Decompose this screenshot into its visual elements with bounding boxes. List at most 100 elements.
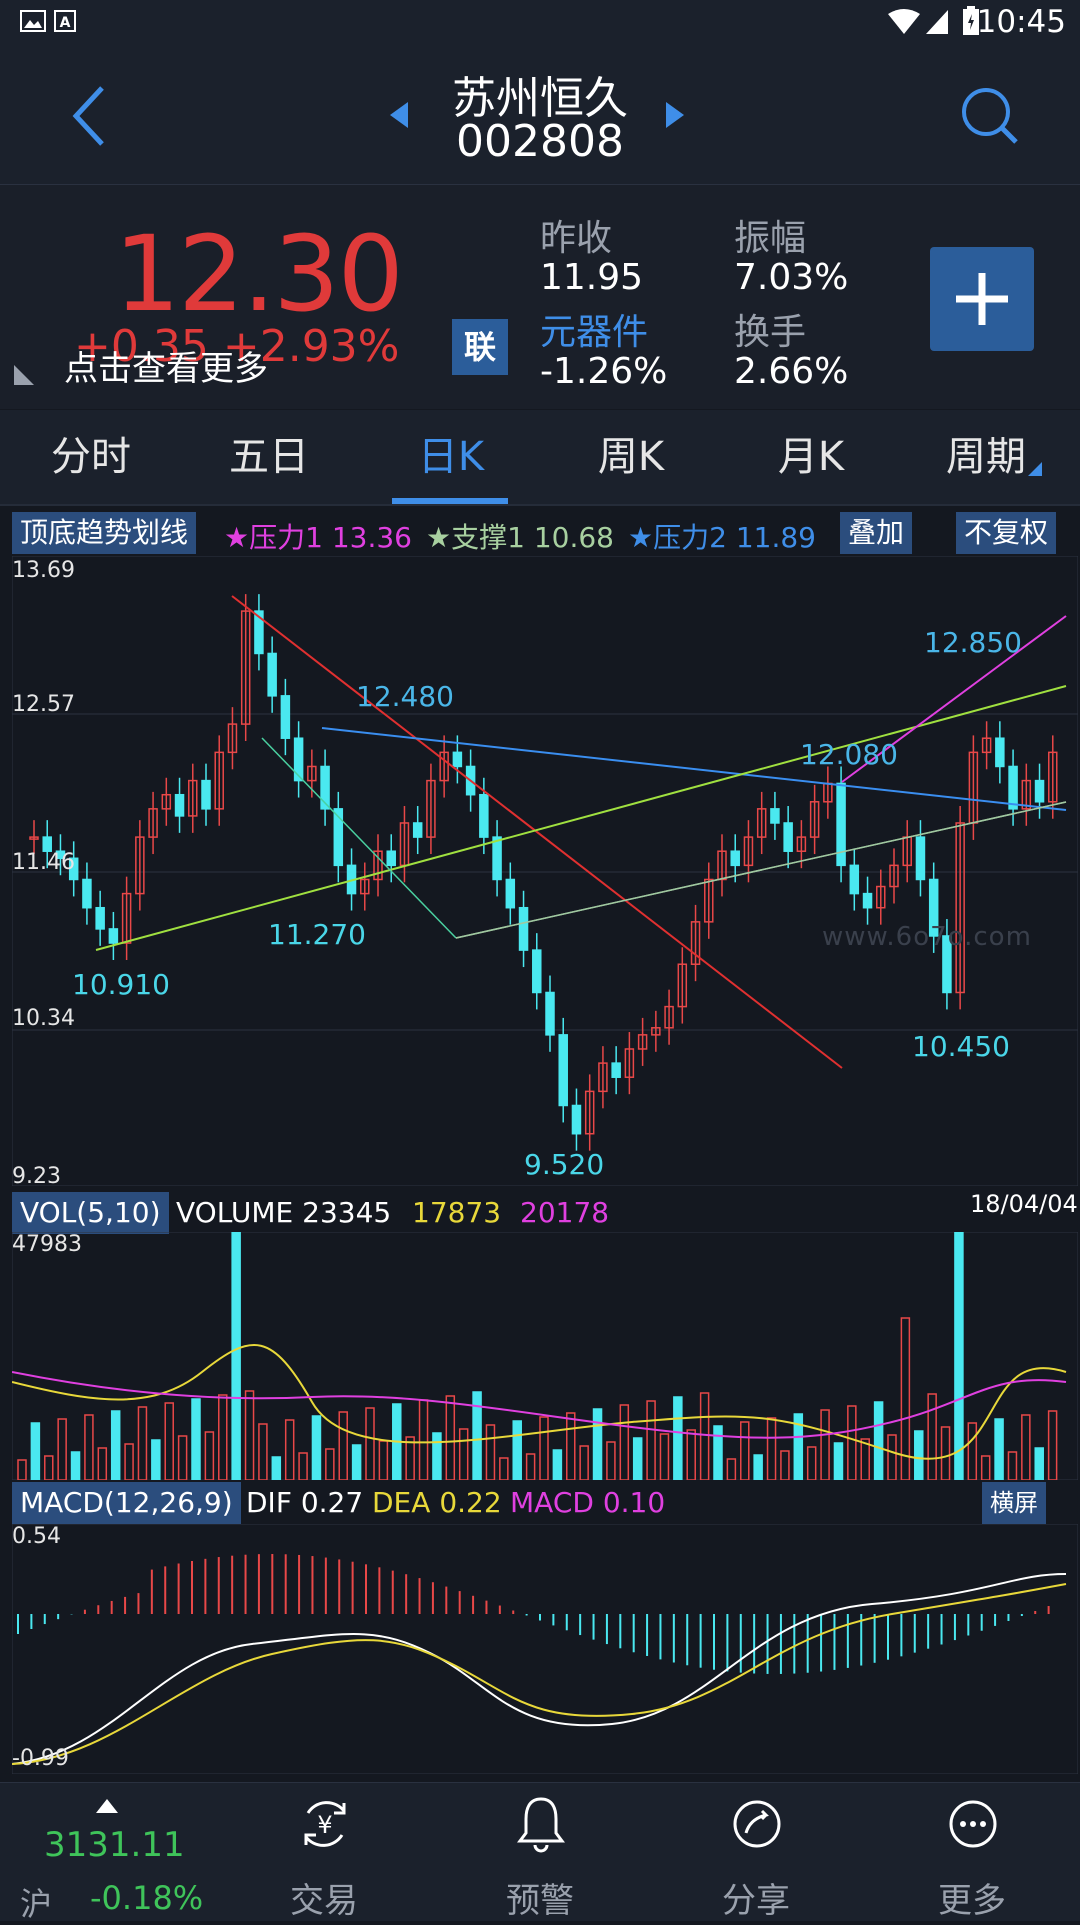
plus-icon [956, 273, 1008, 325]
candle-body [1048, 751, 1058, 803]
pressure2: ★压力2 11.89 [628, 516, 816, 556]
macd-dea-value: 0.22 [439, 1486, 502, 1519]
candle-body [730, 850, 740, 867]
up-triangle-icon [96, 1799, 118, 1813]
volume-value: 23345 [302, 1196, 392, 1229]
macd-indicator-button[interactable]: MACD(12,26,9) [12, 1482, 241, 1524]
macd-macd-label: MACD [510, 1486, 594, 1519]
candle-body [783, 822, 793, 852]
volume-chart[interactable]: 47983 [12, 1232, 1078, 1480]
y-tick-top: 13.69 [12, 558, 75, 583]
nav-trade[interactable]: ¥ 交易 [234, 1783, 414, 1921]
volume-bar [980, 1455, 991, 1480]
image-icon [20, 10, 46, 32]
volume-bar [218, 1394, 228, 1480]
candle-body [889, 864, 899, 888]
red-trend-line [231, 595, 843, 1069]
support1-label: ★支撑1 [426, 521, 525, 554]
volume-bar [686, 1429, 696, 1480]
volume-bar [552, 1449, 563, 1480]
annotation-12850: 12.850 [924, 626, 1022, 659]
macd-chart[interactable]: 0.54 -0.99 [12, 1524, 1078, 1774]
prev-close-label: 昨收 [540, 218, 613, 259]
annotation-12480: 12.480 [356, 680, 454, 713]
candle-body [1021, 779, 1032, 810]
volume-bar [405, 1436, 415, 1480]
volume-bar [994, 1418, 1004, 1480]
candle-body [280, 695, 291, 739]
more-hint[interactable]: 点击查看更多 [64, 349, 268, 389]
dropdown-triangle-icon [1028, 462, 1042, 476]
candle-body [68, 857, 79, 881]
candle-body [796, 836, 807, 852]
nav-more-label: 更多 [938, 1881, 1006, 1921]
volume-bar [432, 1432, 442, 1480]
candle-body [307, 765, 317, 782]
nav-alert[interactable]: 预警 [450, 1783, 630, 1921]
nav-more[interactable]: 更多 [882, 1783, 1062, 1921]
annotation-10910: 10.910 [72, 968, 170, 1001]
tab-five-day[interactable]: 五日 [229, 434, 309, 480]
candle-body [148, 808, 158, 838]
trend-lines [95, 595, 1067, 1069]
volume-bar [887, 1434, 897, 1480]
macd-dif: DIF 0.27 [246, 1486, 363, 1519]
svg-text:A: A [60, 15, 71, 31]
volume-bar [298, 1452, 308, 1480]
share-icon [733, 1800, 781, 1848]
candle-body [82, 878, 92, 909]
period-tabs: 分时 五日 日K 周K 月K 周期 [0, 410, 1080, 506]
candle-body [267, 652, 277, 697]
prev-stock-icon[interactable] [388, 100, 410, 130]
candle-body [942, 935, 952, 994]
volume-indicator-button[interactable]: VOL(5,10) [12, 1192, 169, 1234]
nav-share[interactable]: 分享 [666, 1783, 846, 1921]
candle-body [876, 885, 886, 909]
linked-button[interactable]: 联 [452, 319, 508, 375]
tab-daily-k[interactable]: 日K [417, 434, 485, 480]
candle-body [743, 836, 754, 867]
overlay-button[interactable]: 叠加 [840, 512, 913, 554]
index-ticker[interactable]: 3131.11 沪 -0.18% [0, 1783, 216, 1923]
y-tick-4: 10.34 [12, 1006, 75, 1031]
turnover-label: 换手 [734, 312, 807, 353]
volume-bar [204, 1431, 215, 1480]
candle-body [518, 906, 529, 951]
sector-label[interactable]: 元器件 [540, 312, 649, 353]
tab-monthly-k[interactable]: 月K [777, 434, 845, 480]
trend-line-tool-button[interactable]: 顶底趋势划线 [12, 512, 197, 554]
current-price: 12.30 [114, 213, 404, 335]
back-icon[interactable] [70, 84, 110, 148]
pressure1: ★压力1 13.36 [224, 516, 412, 556]
candlestick-chart[interactable]: 13.69 12.57 11.46 10.34 9.23 www.6o7o.co… [12, 556, 1078, 1189]
search-icon[interactable] [958, 84, 1022, 148]
tab-intraday[interactable]: 分时 [51, 434, 131, 480]
tab-period[interactable]: 周期 [920, 410, 1070, 504]
volume-bar [30, 1422, 41, 1480]
candle-body [188, 779, 198, 817]
candle-body [214, 751, 224, 810]
next-stock-icon[interactable] [664, 100, 686, 130]
no-adjust-button[interactable]: 不复权 [956, 512, 1057, 554]
add-watchlist-button[interactable] [930, 247, 1034, 351]
volume-bar [806, 1446, 817, 1480]
candle-body [201, 779, 211, 810]
volume-bar [1034, 1447, 1044, 1480]
nav-trade-label: 交易 [290, 1881, 358, 1921]
landscape-button[interactable]: 横屏 [982, 1482, 1046, 1524]
volume-bar [284, 1419, 295, 1480]
main-grid [12, 556, 1078, 1186]
battery-icon [963, 6, 979, 35]
candle-body [770, 808, 780, 824]
candle-body [677, 963, 688, 1008]
volume-bar [1047, 1410, 1058, 1480]
svg-text:¥: ¥ [317, 1811, 332, 1839]
candle-body [29, 836, 39, 840]
volume-bar [231, 1232, 241, 1480]
volume-bar [1021, 1414, 1031, 1480]
tab-weekly-k[interactable]: 周K [597, 434, 665, 480]
teal-trend-line [261, 737, 457, 939]
stock-name: 苏州恒久 [452, 73, 628, 124]
candle-body [704, 878, 714, 923]
volume-bar [632, 1437, 643, 1480]
